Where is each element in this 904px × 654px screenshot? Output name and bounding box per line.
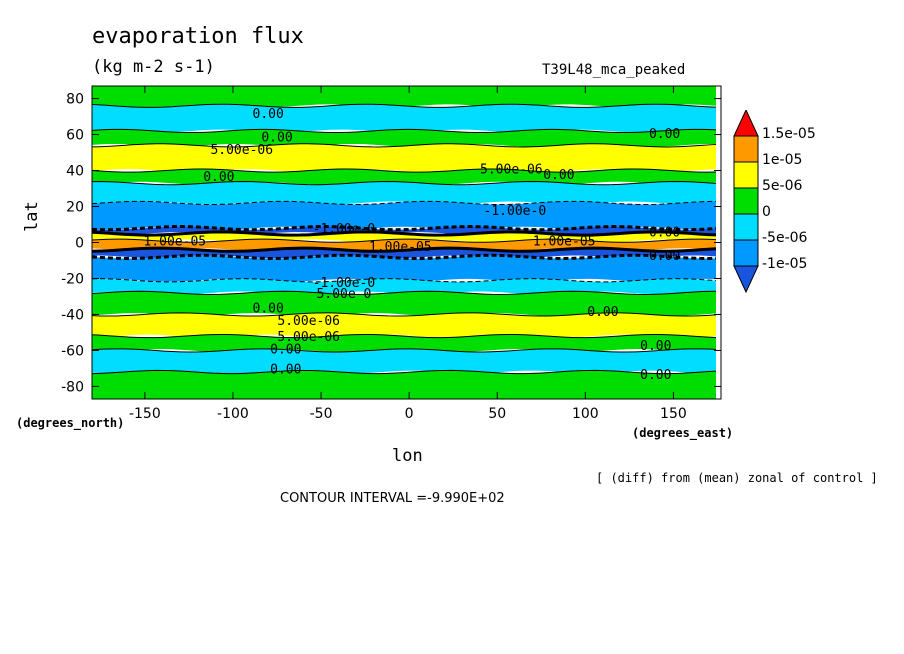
contour-label: 1.00e-05 — [533, 235, 596, 250]
contour-line — [92, 230, 717, 237]
y-tick-label: 20 — [66, 200, 84, 216]
zonal-band — [92, 104, 716, 133]
zonal-band — [92, 86, 716, 108]
colorbar-label: 1.5e-05 — [762, 126, 816, 142]
contour-line — [92, 225, 717, 232]
contour-line — [92, 168, 717, 173]
contour-label: 0.00 — [270, 362, 301, 377]
zonal-band — [92, 181, 716, 205]
zonal-band — [92, 312, 716, 338]
contour-line — [92, 348, 717, 353]
chart-title: evaporation flux — [92, 24, 304, 49]
x-tick-label: 50 — [488, 406, 506, 422]
contour-label: 5.00e-06 — [277, 330, 340, 345]
contour-line — [92, 143, 717, 148]
contour-label: 0.00 — [543, 168, 574, 183]
y-tick-label: -40 — [61, 307, 84, 323]
y-tick-label: 80 — [66, 92, 84, 108]
contour-line — [92, 238, 717, 243]
run-label: T39L48_mca_peaked — [542, 62, 686, 78]
zonal-band — [92, 143, 716, 172]
contour-label: 0.00 — [640, 339, 671, 354]
contour-line — [92, 103, 717, 108]
contour-line — [92, 369, 717, 375]
contour-line — [92, 312, 717, 317]
contour-label: 0.00 — [270, 343, 301, 358]
contour-line — [92, 333, 717, 339]
contour-line — [92, 246, 717, 253]
zonal-band — [92, 168, 716, 185]
zonal-band — [92, 129, 716, 147]
colorbar-segment — [733, 213, 759, 241]
contour-label: 0.00 — [587, 305, 618, 320]
contour-label: 0.00 — [649, 127, 680, 142]
contour-label: 1.00e-05 — [143, 235, 206, 250]
y-tick-label: -80 — [61, 379, 84, 395]
contour-label: 5.00e-06 — [210, 143, 273, 158]
colorbar — [733, 110, 759, 294]
contour-label: -1.00e-0 — [484, 204, 547, 219]
contour-line — [92, 181, 717, 186]
contour-line — [92, 200, 717, 206]
x-tick-label: 100 — [572, 406, 599, 422]
contour-label: 0.00 — [261, 130, 292, 145]
chart-units: (kg m-2 s-1) — [92, 57, 215, 77]
contour-label: 0.00 — [649, 226, 680, 241]
diff-note: [ (diff) from (mean) zonal of control ] — [596, 471, 878, 485]
colorbar-label: 1e-05 — [762, 152, 803, 168]
contour-line — [92, 278, 717, 283]
contour-label: -1.00e-0 — [313, 276, 376, 291]
colorbar-segment — [733, 265, 759, 294]
contour-line — [92, 253, 717, 260]
zonal-band — [92, 348, 716, 374]
contour-label: 5.00e-06 — [277, 314, 340, 329]
contour-label: 0.00 — [253, 301, 284, 316]
colorbar-segment — [733, 161, 759, 189]
x-tick-label: -50 — [310, 406, 333, 422]
y-tick-label: 0 — [75, 236, 84, 252]
x-tick-label: -100 — [217, 406, 249, 422]
contour-label: 0.00 — [203, 170, 234, 185]
x-axis-label: lon — [392, 446, 423, 466]
y-unit-label: (degrees_north) — [16, 416, 125, 430]
colorbar-segment — [733, 110, 759, 137]
contour-label: 0.00 — [649, 249, 680, 264]
colorbar-label: 5e-06 — [762, 178, 803, 194]
x-tick-label: 0 — [405, 406, 414, 422]
contour-label: -1.00e-0 — [313, 222, 376, 237]
zonal-band — [92, 370, 716, 399]
colorbar-segment — [733, 187, 759, 215]
y-tick-label: -60 — [61, 343, 84, 359]
colorbar-label: -5e-06 — [762, 230, 808, 246]
contour-label: 0.00 — [640, 368, 671, 383]
contour-line — [92, 128, 717, 134]
contour-label: 5.00e-0 — [317, 287, 372, 302]
y-axis-label: lat — [22, 201, 42, 232]
contour-line — [92, 290, 717, 295]
contour-label: 0.00 — [253, 107, 284, 122]
colorbar-segment — [733, 135, 759, 163]
x-tick-label: 150 — [660, 406, 687, 422]
zonal-band — [92, 255, 716, 282]
colorbar-label: -1e-05 — [762, 256, 808, 272]
y-tick-label: -20 — [61, 271, 84, 287]
x-tick-label: -150 — [129, 406, 161, 422]
colorbar-label: 0 — [762, 204, 771, 220]
colorbar-segment — [733, 239, 759, 267]
contour-interval: CONTOUR INTERVAL =-9.990E+02 — [280, 491, 505, 506]
zonal-band — [92, 291, 716, 316]
zonal-band — [92, 201, 716, 230]
zonal-band — [92, 278, 716, 295]
contour-label: 1.00e-05 — [369, 240, 432, 255]
y-tick-label: 60 — [66, 128, 84, 144]
contour-label: 5.00e-06 — [480, 163, 543, 178]
x-unit-label: (degrees_east) — [632, 426, 734, 440]
y-tick-label: 40 — [66, 164, 84, 180]
zonal-band — [92, 334, 716, 352]
